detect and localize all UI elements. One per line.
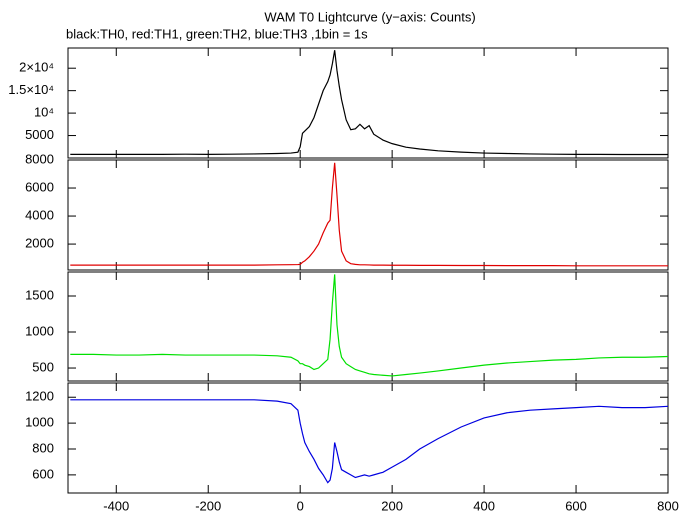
y-tick-label: 5000 <box>25 127 54 142</box>
light-curve <box>70 50 668 156</box>
y-tick-label: 1200 <box>25 389 54 404</box>
y-tick-label: 6000 <box>25 179 54 194</box>
x-tick-label: -200 <box>195 498 221 513</box>
light-curve <box>70 274 669 377</box>
y-tick-label: 1500 <box>25 287 54 302</box>
y-tick-label: 2×10⁴ <box>19 60 54 75</box>
y-tick-label: 1000 <box>25 415 54 430</box>
x-tick-label: 400 <box>473 498 495 513</box>
y-tick-label: 600 <box>32 466 54 481</box>
x-tick-label: 200 <box>381 498 403 513</box>
y-tick-label: 500 <box>32 359 54 374</box>
panel-frame <box>67 271 669 382</box>
x-tick-label: 0 <box>297 498 304 513</box>
x-tick-label: 600 <box>565 498 587 513</box>
y-tick-label: 1.5×10⁴ <box>8 82 54 97</box>
panel-frame <box>67 382 669 494</box>
light-curve <box>70 162 668 267</box>
x-tick-label: -400 <box>103 498 129 513</box>
y-tick-label: 10⁴ <box>34 105 54 120</box>
panel-frame <box>67 47 669 159</box>
x-tick-label: 800 <box>657 498 679 513</box>
y-tick-label: 8000 <box>25 151 54 166</box>
y-tick-label: 1000 <box>25 323 54 338</box>
y-tick-label: 2000 <box>25 236 54 251</box>
chart-title: WAM T0 Lightcurve (y−axis: Counts) <box>264 9 475 24</box>
chart-subtitle: black:TH0, red:TH1, green:TH2, blue:TH3 … <box>66 26 368 41</box>
y-tick-label: 4000 <box>25 207 54 222</box>
panel-frame <box>67 159 669 271</box>
light-curve <box>70 399 669 484</box>
y-tick-label: 800 <box>32 440 54 455</box>
